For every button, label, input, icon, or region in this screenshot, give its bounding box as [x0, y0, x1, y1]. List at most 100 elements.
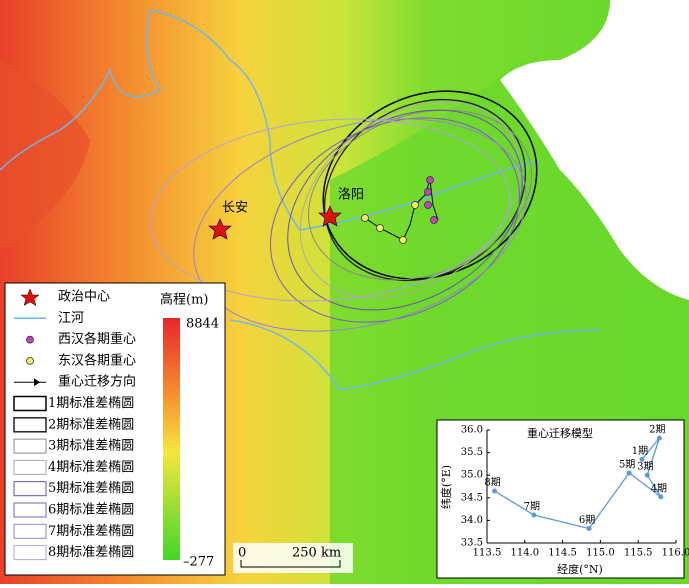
legend-label: 2期标准差椭圆 — [48, 416, 134, 432]
west-han-centroid — [424, 188, 432, 196]
legend-swatch — [13, 523, 47, 539]
legend-item: 3期标准差椭圆 — [13, 438, 134, 454]
legend-dot — [26, 335, 34, 344]
legend-swatch — [13, 417, 47, 433]
point — [586, 526, 592, 532]
legend-label: 江河 — [58, 311, 84, 326]
legend-label: 重心迁移方向 — [58, 374, 136, 390]
point-label: 3期 — [637, 461, 653, 473]
city-label: 洛阳 — [338, 188, 364, 203]
y-tick-label: 33.5 — [461, 538, 483, 549]
x-tick-label: 114.0 — [510, 548, 539, 559]
legend-item: 重心迁移方向 — [14, 374, 136, 390]
west-han-centroid — [430, 216, 438, 224]
legend-label: 政治中心 — [58, 290, 110, 305]
river — [0, 9, 162, 171]
point-label: 6期 — [579, 514, 595, 526]
legend-item: 6期标准差椭圆 — [13, 502, 134, 518]
inset-chart: 重心迁移模型 经度(°N) 纬度(°E) 113.5 114.0 114.5 115.… — [436, 419, 689, 579]
ellipses — [150, 90, 538, 332]
point — [656, 435, 662, 441]
line — [494, 437, 662, 530]
y-tick-label: 36.0 — [461, 425, 483, 436]
legend-swatch — [13, 438, 47, 454]
west-han-centroid — [424, 201, 432, 209]
east-han-centroid — [361, 214, 369, 222]
point — [492, 488, 498, 494]
legend-arrowhead — [34, 378, 40, 387]
legend-item: 8期标准差椭圆 — [13, 544, 134, 561]
y-tick-label: 34.0 — [461, 515, 483, 526]
point — [639, 456, 645, 462]
elevation-min: –277 — [183, 555, 214, 570]
scale-line — [240, 560, 341, 568]
east-han-centroid — [411, 201, 419, 209]
legend-item: 西汉各期重心 — [26, 331, 136, 347]
point — [658, 494, 664, 500]
point-label: 4期 — [651, 482, 667, 494]
ellipse — [299, 101, 521, 299]
legend-label: 3期标准差椭圆 — [48, 438, 134, 454]
scale-bar: 0 250 km — [233, 543, 353, 573]
point — [626, 470, 632, 476]
legend-item: 2期标准差椭圆 — [13, 416, 134, 433]
legend-label: 5期标准差椭圆 — [48, 480, 134, 496]
ellipse — [150, 118, 510, 302]
elevation-max: 8844 — [186, 317, 219, 332]
highland — [0, 60, 90, 250]
x-tick-label: 114.5 — [548, 548, 577, 559]
point-label: 1期 — [632, 445, 648, 457]
x-tick-label: 115.5 — [624, 548, 653, 559]
point-label: 2期 — [649, 424, 665, 436]
sea — [470, 0, 689, 300]
legend-item: 4期标准差椭圆 — [13, 459, 134, 475]
legend-swatch — [13, 395, 47, 412]
legend-label: 1期标准差椭圆 — [48, 395, 134, 411]
east-han-centroid — [399, 236, 407, 244]
scale-end: 250 km — [292, 546, 341, 561]
point-label: 5期 — [619, 458, 635, 470]
y-axis-label: 纬度(°E) — [439, 465, 453, 509]
point-label: 8期 — [484, 477, 500, 489]
scale-bg — [233, 543, 353, 573]
ellipse — [322, 90, 538, 280]
east-han-centroid — [376, 224, 384, 232]
river — [229, 319, 601, 391]
point-label: 7期 — [524, 500, 540, 512]
legend-label: 西汉各期重心 — [58, 331, 136, 347]
point — [644, 472, 650, 478]
x-tick-label: 115.0 — [586, 548, 615, 559]
elevation-title: 高程(m) — [160, 292, 208, 308]
capital-star — [318, 205, 342, 227]
x-tick-label: 113.5 — [473, 548, 502, 559]
legend-box — [4, 282, 226, 576]
legend-swatch — [13, 502, 47, 518]
legend-dot — [26, 356, 34, 365]
ellipse — [270, 117, 520, 323]
legend-item: 东汉各期重心 — [26, 352, 136, 368]
legend-swatch — [13, 481, 47, 497]
legend-label: 东汉各期重心 — [58, 352, 136, 368]
west-han-centroid — [426, 176, 434, 184]
legend-label: 7期标准差椭圆 — [48, 523, 134, 539]
scale-start: 0 — [238, 546, 246, 561]
legend-item: 5期标准差椭圆 — [13, 480, 134, 497]
y-tick-label: 34.5 — [461, 492, 483, 503]
river — [149, 9, 541, 231]
legend-swatch — [13, 459, 47, 475]
inset-box — [436, 419, 685, 579]
chart-title: 重心迁移模型 — [527, 426, 593, 440]
ellipse — [193, 118, 527, 332]
centroids — [361, 176, 438, 244]
legend-label: 6期标准差椭圆 — [48, 502, 134, 518]
legend-item: 政治中心 — [20, 288, 110, 307]
legend-label: 8期标准差椭圆 — [48, 544, 134, 560]
city-label: 长安 — [222, 201, 248, 216]
elevation-bar — [163, 318, 180, 560]
y-tick-label: 35.5 — [461, 447, 483, 458]
point — [531, 512, 537, 518]
x-tick-label: 116.0 — [662, 548, 689, 559]
y-tick-label: 35.0 — [461, 470, 483, 481]
